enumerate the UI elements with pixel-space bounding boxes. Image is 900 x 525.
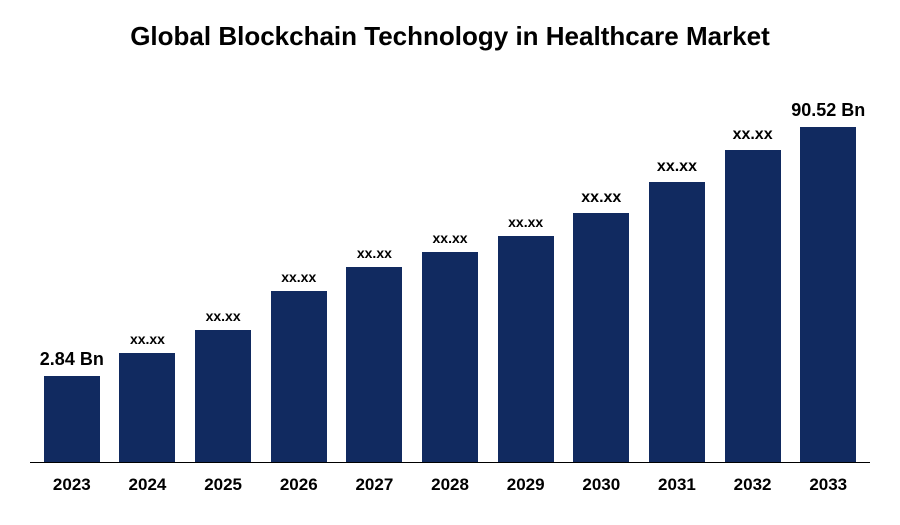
- bar-data-label: xx.xx: [581, 189, 621, 207]
- bar: [44, 376, 100, 462]
- bar-group: xx.xx: [412, 73, 488, 463]
- bar-data-label: xx.xx: [206, 308, 241, 324]
- chart-title: Global Blockchain Technology in Healthca…: [30, 20, 870, 53]
- bar-group: xx.xx: [715, 73, 791, 463]
- x-axis-tick: 2025: [185, 475, 261, 495]
- bar: [725, 150, 781, 462]
- bar-data-label: xx.xx: [433, 230, 468, 246]
- x-axis-tick: 2032: [715, 475, 791, 495]
- bar-group: xx.xx: [110, 73, 186, 463]
- bar-data-label: xx.xx: [657, 158, 697, 176]
- bars-region: 2.84 Bn xx.xx xx.xx xx.xx xx.xx xx.xx xx.xx xx.…: [30, 73, 870, 464]
- bar-group: xx.xx: [563, 73, 639, 463]
- bar-data-label: xx.xx: [357, 245, 392, 261]
- x-axis-tick: 2031: [639, 475, 715, 495]
- x-axis-tick: 2028: [412, 475, 488, 495]
- bar: [498, 236, 554, 462]
- chart-container: Global Blockchain Technology in Healthca…: [0, 0, 900, 525]
- x-axis-tick: 2024: [110, 475, 186, 495]
- bar-group: xx.xx: [639, 73, 715, 463]
- x-axis-tick: 2029: [488, 475, 564, 495]
- bar: [800, 127, 856, 462]
- bar: [271, 291, 327, 462]
- bar-group: xx.xx: [185, 73, 261, 463]
- bar-group: xx.xx: [337, 73, 413, 463]
- bar-data-label: xx.xx: [281, 269, 316, 285]
- bar-group: 2.84 Bn: [34, 73, 110, 463]
- bar: [119, 353, 175, 462]
- bar: [649, 182, 705, 462]
- x-axis-tick: 2026: [261, 475, 337, 495]
- bar: [422, 252, 478, 462]
- bar-group: 90.52 Bn: [790, 73, 866, 463]
- bar-data-label: xx.xx: [130, 331, 165, 347]
- bar-data-label: xx.xx: [508, 214, 543, 230]
- x-axis-tick: 2030: [563, 475, 639, 495]
- x-axis-tick: 2023: [34, 475, 110, 495]
- plot-area: 2.84 Bn xx.xx xx.xx xx.xx xx.xx xx.xx xx.xx xx.…: [30, 73, 870, 496]
- bar-group: xx.xx: [261, 73, 337, 463]
- bar-data-label: xx.xx: [733, 126, 773, 144]
- bar-group: xx.xx: [488, 73, 564, 463]
- x-axis-tick: 2033: [790, 475, 866, 495]
- x-axis: 2023202420252026202720282029203020312032…: [30, 475, 870, 495]
- bar: [195, 330, 251, 462]
- bar: [573, 213, 629, 462]
- x-axis-tick: 2027: [337, 475, 413, 495]
- bar-data-label: 90.52 Bn: [791, 100, 865, 121]
- bar-data-label: 2.84 Bn: [40, 349, 104, 370]
- bar: [346, 267, 402, 462]
